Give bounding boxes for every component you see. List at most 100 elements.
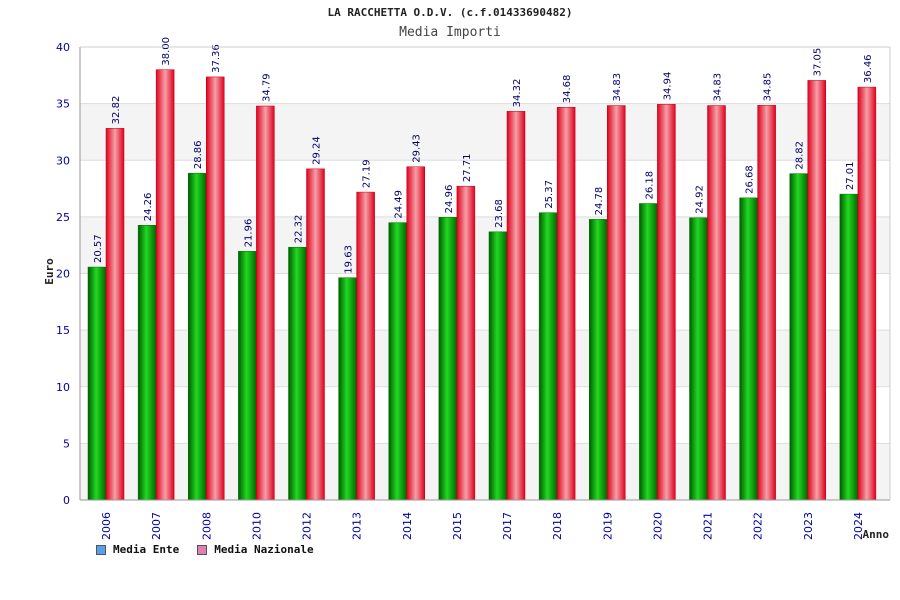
value-label-media-ente: 24.26 bbox=[143, 193, 154, 222]
value-label-media-ente: 24.49 bbox=[394, 190, 405, 219]
y-tick-label: 15 bbox=[56, 324, 70, 337]
value-label-media-ente: 24.96 bbox=[444, 185, 455, 214]
bar-media-ente bbox=[87, 266, 107, 501]
x-tick-label: 2007 bbox=[150, 512, 163, 540]
x-tick-label: 2020 bbox=[651, 512, 664, 540]
x-tick-label: 2018 bbox=[551, 512, 564, 540]
y-axis-title: Euro bbox=[43, 258, 56, 285]
x-tick-label: 2008 bbox=[200, 512, 213, 540]
y-tick-label: 0 bbox=[63, 494, 70, 507]
bar-media-ente bbox=[839, 193, 859, 501]
value-label-media-nazionale: 27.71 bbox=[462, 154, 473, 183]
value-label-media-nazionale: 38.00 bbox=[161, 37, 172, 66]
bar-media-nazionale bbox=[256, 105, 275, 501]
bar-media-ente bbox=[739, 197, 758, 501]
bar-media-ente bbox=[238, 251, 257, 501]
x-tick-label: 2017 bbox=[501, 512, 514, 540]
bar-media-nazionale bbox=[556, 106, 576, 501]
bar-media-nazionale bbox=[105, 128, 125, 501]
bar-media-nazionale bbox=[757, 105, 776, 501]
x-tick-label: 2006 bbox=[100, 512, 113, 540]
value-label-media-nazionale: 34.83 bbox=[713, 73, 724, 102]
value-label-media-ente: 28.82 bbox=[795, 141, 806, 170]
value-label-media-ente: 20.57 bbox=[93, 234, 104, 263]
value-label-media-ente: 25.37 bbox=[544, 180, 555, 209]
bar-media-nazionale bbox=[506, 111, 526, 501]
value-label-media-ente: 27.01 bbox=[845, 161, 856, 190]
value-label-media-nazionale: 34.68 bbox=[562, 75, 573, 104]
bar-media-nazionale bbox=[306, 168, 325, 501]
bar-media-nazionale bbox=[657, 104, 676, 501]
bar-media-ente bbox=[689, 217, 708, 501]
bar-media-nazionale bbox=[206, 76, 225, 501]
y-tick-label: 20 bbox=[56, 268, 70, 281]
x-tick-label: 2013 bbox=[351, 512, 364, 540]
value-label-media-nazionale: 34.94 bbox=[662, 72, 673, 101]
bar-media-ente bbox=[188, 172, 207, 501]
y-tick-label: 5 bbox=[63, 437, 70, 450]
value-label-media-ente: 22.32 bbox=[294, 215, 305, 244]
x-tick-label: 2019 bbox=[601, 512, 614, 540]
value-label-media-nazionale: 34.85 bbox=[763, 73, 774, 102]
bar-media-nazionale bbox=[406, 166, 425, 501]
legend-swatch-nazionale bbox=[197, 544, 208, 555]
value-label-media-nazionale: 29.43 bbox=[412, 134, 423, 163]
legend: Media Ente Media Nazionale bbox=[96, 543, 314, 556]
y-tick-label: 30 bbox=[56, 154, 70, 167]
value-label-media-nazionale: 34.32 bbox=[512, 79, 523, 108]
x-tick-label: 2024 bbox=[852, 512, 865, 540]
bar-media-nazionale bbox=[807, 80, 826, 501]
value-label-media-nazionale: 29.24 bbox=[312, 136, 323, 165]
x-tick-label: 2014 bbox=[401, 512, 414, 540]
x-tick-label: 2021 bbox=[702, 512, 715, 540]
chart-subtitle: Media Importi bbox=[399, 25, 501, 40]
bar-media-nazionale bbox=[857, 86, 877, 501]
bar-media-nazionale bbox=[356, 191, 375, 501]
y-tick-label: 40 bbox=[56, 41, 70, 54]
value-label-media-ente: 28.86 bbox=[193, 141, 204, 170]
value-label-media-nazionale: 27.19 bbox=[362, 159, 373, 188]
x-tick-label: 2015 bbox=[451, 512, 464, 540]
value-label-media-ente: 26.18 bbox=[644, 171, 655, 200]
bar-media-ente bbox=[789, 173, 808, 501]
legend-item-nazionale: Media Nazionale bbox=[197, 543, 314, 556]
bar-media-nazionale bbox=[155, 69, 175, 501]
legend-swatch-ente bbox=[96, 544, 106, 555]
x-tick-label: 2010 bbox=[250, 512, 263, 540]
value-label-media-ente: 24.92 bbox=[695, 185, 706, 214]
x-axis-title: Anno bbox=[863, 528, 890, 541]
bar-media-ente bbox=[438, 217, 458, 501]
bar-media-ente bbox=[589, 219, 608, 501]
legend-label-ente: Media Ente bbox=[113, 543, 180, 556]
value-label-media-ente: 21.96 bbox=[243, 219, 254, 248]
legend-label-nazionale: Media Nazionale bbox=[214, 543, 314, 556]
chart-title: LA RACCHETTA O.D.V. (c.f.01433690482) bbox=[327, 6, 573, 19]
bar-media-nazionale bbox=[456, 185, 476, 501]
bar-media-ente bbox=[639, 203, 658, 501]
value-label-media-nazionale: 36.46 bbox=[863, 54, 874, 83]
value-label-media-ente: 26.68 bbox=[745, 165, 756, 194]
bar-media-ente bbox=[137, 225, 157, 501]
bar-media-nazionale bbox=[707, 105, 726, 501]
legend-item-ente: Media Ente bbox=[96, 543, 179, 556]
x-tick-label: 2022 bbox=[752, 512, 765, 540]
y-tick-label: 25 bbox=[56, 211, 70, 224]
value-label-media-nazionale: 37.05 bbox=[813, 48, 824, 77]
value-label-media-ente: 23.68 bbox=[494, 199, 505, 228]
value-label-media-nazionale: 37.36 bbox=[211, 44, 222, 73]
x-tick-label: 2012 bbox=[301, 512, 314, 540]
bar-media-ente bbox=[488, 231, 508, 501]
bar-media-ente bbox=[338, 277, 357, 501]
value-label-media-nazionale: 32.82 bbox=[111, 96, 122, 125]
value-label-media-ente: 19.63 bbox=[344, 245, 355, 274]
bar-media-ente bbox=[388, 222, 407, 501]
bar-media-ente bbox=[288, 246, 307, 501]
value-label-media-nazionale: 34.83 bbox=[612, 73, 623, 102]
value-label-media-nazionale: 34.79 bbox=[261, 73, 272, 102]
y-tick-label: 10 bbox=[56, 381, 70, 394]
y-tick-label: 35 bbox=[56, 98, 70, 111]
value-label-media-ente: 24.78 bbox=[594, 187, 605, 216]
bar-media-nazionale bbox=[607, 105, 626, 501]
x-tick-label: 2023 bbox=[802, 512, 815, 540]
